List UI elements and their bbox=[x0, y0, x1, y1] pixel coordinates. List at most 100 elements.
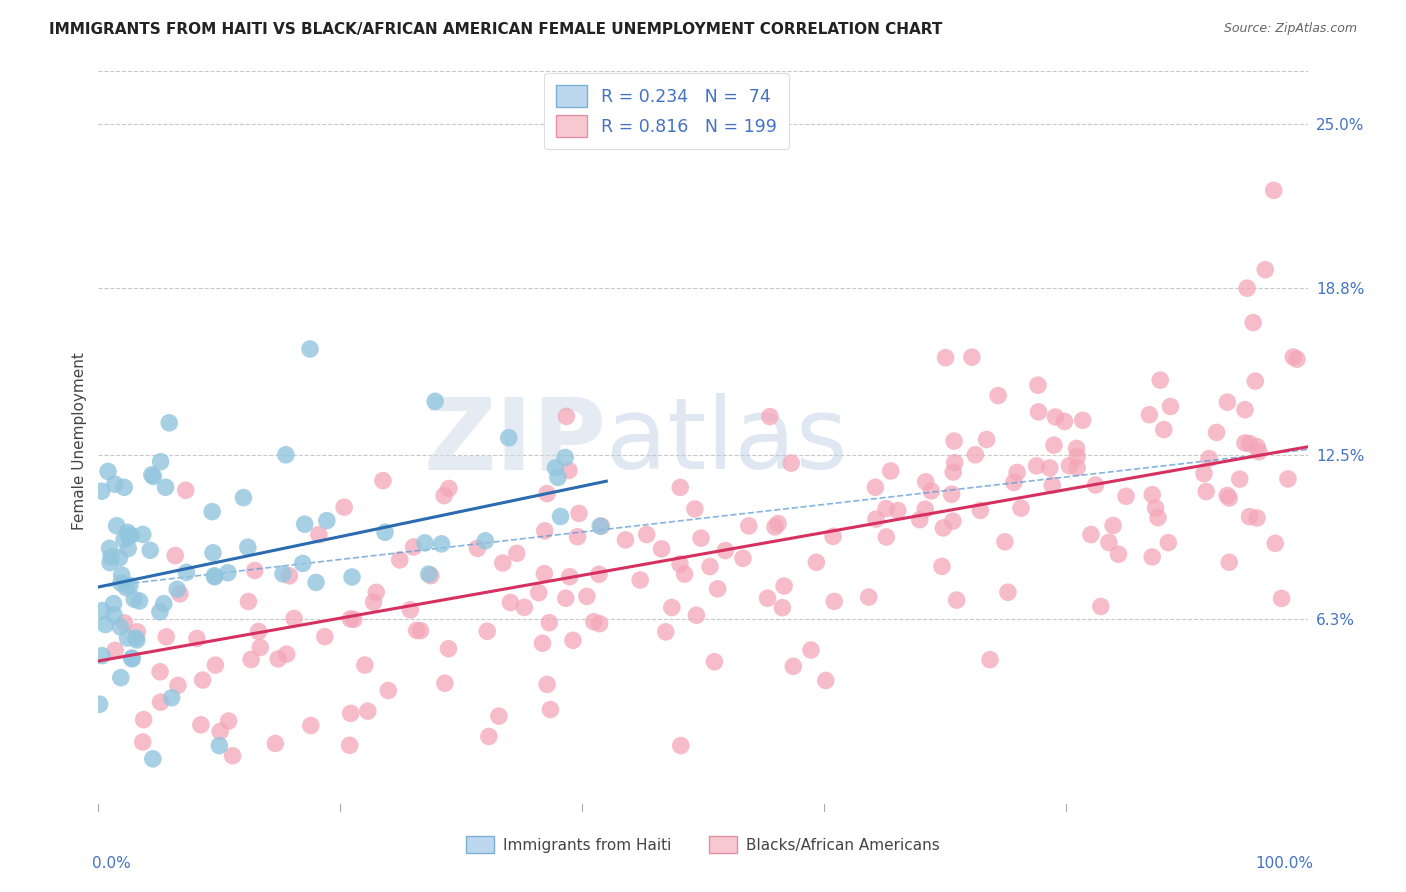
Point bbox=[104, 643, 127, 657]
Point bbox=[314, 630, 336, 644]
Point bbox=[759, 409, 782, 424]
Point bbox=[1247, 444, 1270, 458]
Point bbox=[167, 678, 190, 692]
Point bbox=[1025, 458, 1047, 473]
Point bbox=[1263, 183, 1285, 197]
Point bbox=[1028, 405, 1050, 419]
Point bbox=[419, 568, 441, 582]
Point bbox=[914, 502, 936, 516]
Point bbox=[920, 483, 942, 498]
Legend: Immigrants from Haiti, Blacks/African Americans: Immigrants from Haiti, Blacks/African Am… bbox=[460, 830, 946, 860]
Point bbox=[1084, 478, 1107, 492]
Point bbox=[1098, 535, 1121, 549]
Point bbox=[191, 673, 214, 687]
Point bbox=[112, 480, 135, 494]
Point bbox=[204, 570, 226, 584]
Point bbox=[1071, 413, 1094, 427]
Point bbox=[121, 651, 143, 665]
Point bbox=[98, 541, 121, 556]
Point bbox=[90, 484, 112, 499]
Point bbox=[103, 597, 125, 611]
Point bbox=[152, 597, 174, 611]
Point bbox=[669, 480, 692, 494]
Point bbox=[865, 512, 887, 526]
Point bbox=[731, 551, 754, 566]
Point bbox=[588, 616, 610, 631]
Point bbox=[875, 530, 897, 544]
Point bbox=[174, 483, 197, 498]
Point bbox=[299, 718, 322, 732]
Point bbox=[1107, 547, 1129, 561]
Point bbox=[478, 730, 501, 744]
Point bbox=[1229, 472, 1251, 486]
Point bbox=[122, 592, 145, 607]
Point bbox=[1102, 518, 1125, 533]
Point bbox=[1142, 488, 1164, 502]
Point bbox=[409, 624, 432, 638]
Point bbox=[1233, 402, 1256, 417]
Point bbox=[806, 555, 828, 569]
Point bbox=[591, 519, 613, 533]
Point bbox=[756, 591, 779, 606]
Point bbox=[661, 600, 683, 615]
Point bbox=[533, 524, 555, 538]
Point bbox=[118, 529, 141, 543]
Point bbox=[773, 579, 796, 593]
Point bbox=[669, 557, 692, 571]
Point bbox=[1218, 555, 1240, 569]
Point bbox=[1137, 408, 1160, 422]
Point bbox=[413, 536, 436, 550]
Point bbox=[249, 640, 271, 655]
Point bbox=[104, 477, 127, 491]
Point bbox=[823, 594, 845, 608]
Point bbox=[340, 570, 363, 584]
Point bbox=[437, 641, 460, 656]
Point bbox=[506, 546, 529, 560]
Point bbox=[567, 530, 589, 544]
Point bbox=[433, 489, 456, 503]
Point bbox=[1147, 510, 1170, 524]
Point bbox=[536, 677, 558, 691]
Point bbox=[614, 533, 637, 547]
Point bbox=[423, 394, 446, 409]
Point bbox=[343, 612, 366, 626]
Point bbox=[474, 533, 496, 548]
Point bbox=[1218, 491, 1240, 505]
Point bbox=[149, 455, 172, 469]
Point bbox=[766, 516, 789, 531]
Point bbox=[1254, 262, 1277, 277]
Point bbox=[1157, 535, 1180, 549]
Point bbox=[1059, 458, 1081, 473]
Point bbox=[377, 683, 399, 698]
Point bbox=[1277, 472, 1299, 486]
Point bbox=[547, 470, 569, 484]
Point bbox=[98, 556, 121, 570]
Point bbox=[1153, 423, 1175, 437]
Point bbox=[118, 578, 141, 592]
Point bbox=[738, 519, 761, 533]
Point bbox=[357, 704, 380, 718]
Point bbox=[103, 607, 125, 622]
Point bbox=[538, 615, 561, 630]
Text: IMMIGRANTS FROM HAITI VS BLACK/AFRICAN AMERICAN FEMALE UNEMPLOYMENT CORRELATION : IMMIGRANTS FROM HAITI VS BLACK/AFRICAN A… bbox=[49, 22, 942, 37]
Point bbox=[780, 456, 803, 470]
Point bbox=[142, 752, 165, 766]
Point bbox=[274, 448, 297, 462]
Point bbox=[204, 568, 226, 582]
Text: ZIP: ZIP bbox=[423, 393, 606, 490]
Point bbox=[685, 608, 707, 623]
Point bbox=[339, 612, 361, 626]
Point bbox=[943, 434, 966, 448]
Point bbox=[267, 652, 290, 666]
Point bbox=[305, 575, 328, 590]
Point bbox=[814, 673, 837, 688]
Point bbox=[363, 595, 385, 609]
Point bbox=[1216, 488, 1239, 502]
Point bbox=[1241, 316, 1264, 330]
Point bbox=[149, 605, 172, 619]
Point bbox=[555, 409, 578, 424]
Point bbox=[1026, 378, 1049, 392]
Point bbox=[498, 431, 520, 445]
Point bbox=[291, 557, 314, 571]
Point bbox=[100, 549, 122, 564]
